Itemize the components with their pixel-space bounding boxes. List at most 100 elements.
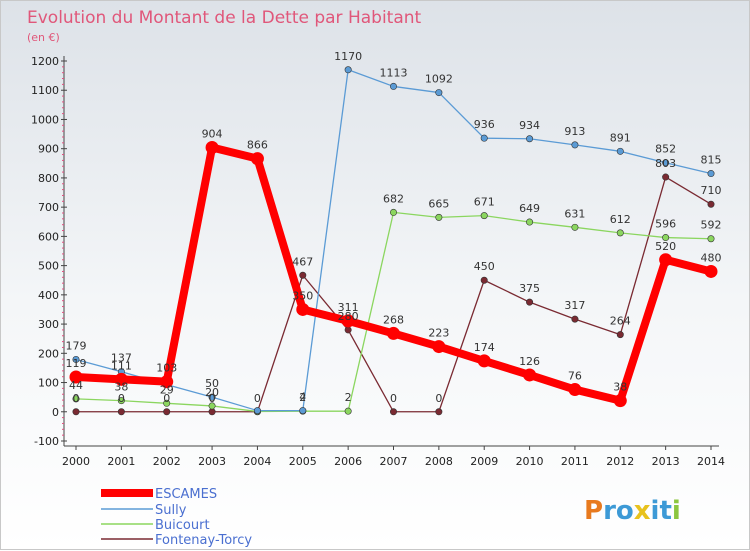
data-point (435, 408, 443, 416)
data-point (163, 399, 171, 407)
data-point (662, 159, 670, 167)
data-point (662, 234, 670, 242)
x-tick-label: 2009 (470, 455, 498, 468)
data-label: 179 (66, 339, 87, 352)
y-tick-label: 400 (38, 289, 59, 302)
x-tick-label: 2001 (107, 455, 135, 468)
data-label: 119 (66, 357, 87, 370)
proxiti-letter: t (659, 496, 671, 526)
data-point (523, 368, 537, 382)
data-label: 4 (299, 391, 306, 404)
data-point (299, 407, 307, 415)
legend-label: Fontenay-Torcy (155, 533, 252, 548)
data-label: 111 (111, 359, 132, 372)
data-point (707, 235, 715, 243)
data-label: 671 (474, 196, 495, 209)
x-tick-label: 2008 (425, 455, 453, 468)
series-escames (69, 141, 718, 408)
y-tick-label: -100 (34, 435, 59, 448)
data-label: 631 (564, 207, 585, 220)
data-label: 268 (383, 313, 404, 326)
y-tick-label: 700 (38, 201, 59, 214)
proxiti-letter: P (584, 496, 603, 526)
data-point (114, 372, 128, 386)
y-tick-label: 300 (38, 318, 59, 331)
x-tick-label: 2011 (561, 455, 589, 468)
data-label: 264 (610, 315, 631, 328)
data-point (707, 200, 715, 208)
data-point (571, 223, 579, 231)
data-label: 682 (383, 192, 404, 205)
data-point (526, 218, 534, 226)
chart-title: Evolution du Montant de la Dette par Hab… (27, 8, 422, 28)
x-tick-label: 2013 (652, 455, 680, 468)
data-point (160, 375, 174, 389)
data-label: 103 (156, 362, 177, 375)
data-label: 76 (568, 370, 582, 383)
data-label: 0 (390, 392, 397, 405)
data-point (117, 408, 125, 416)
data-label: 710 (701, 184, 722, 197)
y-tick-label: 1100 (31, 84, 59, 97)
data-point (387, 326, 400, 340)
data-point (344, 66, 352, 74)
legend-item: ESCAMES (101, 487, 217, 502)
data-label: 375 (519, 282, 540, 295)
data-label: 596 (655, 218, 676, 231)
data-label: 38 (613, 381, 627, 394)
legend-label: Sully (155, 503, 187, 518)
data-point (477, 354, 491, 368)
axes: -100010020030040050060070080090010001100… (31, 55, 725, 468)
data-label: 936 (474, 118, 495, 131)
data-point (389, 208, 397, 216)
y-tick-label: 500 (38, 260, 59, 273)
data-point (616, 331, 624, 339)
data-label: 649 (519, 202, 540, 215)
data-label: 317 (564, 299, 585, 312)
data-point (526, 298, 534, 306)
data-label: 0 (209, 392, 216, 405)
y-tick-label: 200 (38, 347, 59, 360)
data-point (296, 302, 310, 316)
data-label: 904 (202, 128, 223, 141)
data-label: 0 (73, 392, 80, 405)
data-label: 20 (205, 386, 219, 399)
y-tick-label: 1000 (31, 113, 59, 126)
data-label: 137 (111, 352, 132, 365)
x-tick-label: 2004 (243, 455, 271, 468)
data-point (389, 408, 397, 416)
data-point (341, 314, 355, 328)
data-point (480, 276, 488, 284)
data-point (707, 170, 715, 178)
data-point (208, 408, 216, 416)
data-point (250, 152, 264, 166)
data-label: 450 (474, 260, 495, 273)
legend-label: ESCAMES (155, 487, 217, 502)
y-tick-label: 600 (38, 230, 59, 243)
data-label: 38 (114, 381, 128, 394)
proxiti-letter: x (634, 496, 651, 526)
data-point (208, 402, 216, 410)
legend-item: Sully (101, 503, 187, 518)
data-point (659, 253, 673, 267)
data-point (72, 395, 80, 403)
data-label: 467 (292, 255, 313, 268)
data-point (117, 397, 125, 405)
data-point (69, 370, 83, 384)
legend-item: Buicourt (101, 518, 210, 533)
x-tick-label: 2006 (334, 455, 362, 468)
proxiti-letter: o (616, 496, 634, 526)
data-label: 592 (701, 219, 722, 232)
data-point (568, 383, 582, 397)
data-point (208, 393, 216, 401)
data-point (205, 141, 219, 155)
data-point (72, 408, 80, 416)
data-label: 480 (701, 251, 722, 264)
data-label: 50 (205, 377, 219, 390)
legend-label: Buicourt (155, 518, 210, 533)
data-label: 1113 (380, 66, 408, 79)
data-point (253, 407, 261, 415)
data-label: 126 (519, 355, 540, 368)
data-point (480, 134, 488, 142)
